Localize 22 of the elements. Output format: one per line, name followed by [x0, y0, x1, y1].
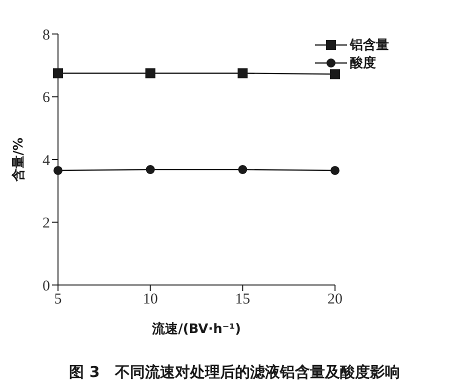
text: 图 3 不同流速对处理后的滤液铝含量及酸度影响: [68, 363, 401, 382]
legend-label: 铝含量: [350, 37, 389, 54]
y-axis-title: 含量/%: [10, 138, 27, 182]
x-tick-label: 10: [142, 292, 158, 308]
y-tick-label: 6: [42, 90, 50, 106]
x-tick-label: 20: [328, 292, 342, 308]
point: [145, 68, 156, 78]
point: [54, 166, 62, 175]
point: [330, 166, 340, 175]
y-tick-label: 4: [42, 152, 50, 169]
y-tick-label: 0: [42, 278, 50, 294]
y-tick-label: 2: [42, 216, 50, 232]
legend-label: 酸度: [350, 54, 376, 72]
x-tick-label: 15: [235, 292, 250, 308]
point: [146, 165, 155, 174]
point: [238, 165, 248, 174]
point: [238, 68, 248, 78]
point: [53, 68, 63, 78]
x-axis-title: 流速/(BV·h⁻¹): [151, 321, 241, 337]
point: [330, 69, 340, 80]
x-tick-label: 5: [54, 292, 62, 308]
y-tick-label: 8: [42, 27, 50, 44]
